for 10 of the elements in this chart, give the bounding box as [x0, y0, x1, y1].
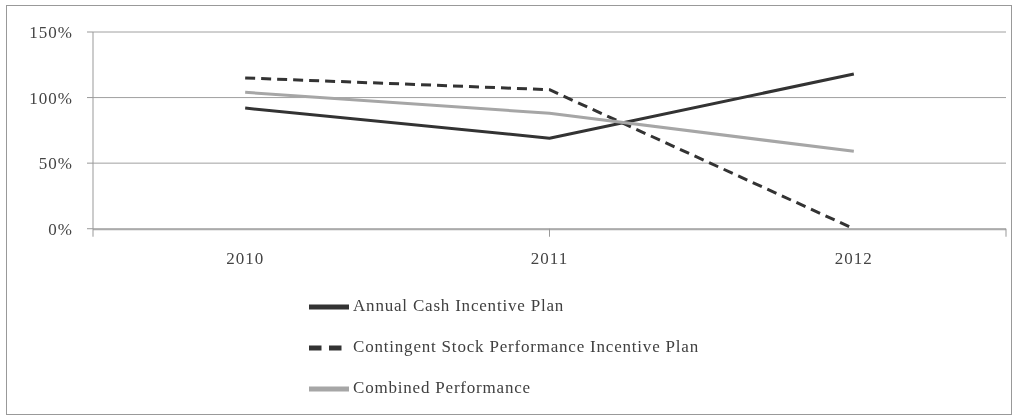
x-tick-label: 2011: [530, 248, 569, 268]
legend-label: Contingent Stock Performance Incentive Plan: [353, 336, 699, 356]
legend-label: Combined Performance: [353, 377, 531, 397]
y-tick-label: 50%: [38, 154, 73, 174]
x-tick-label: 2012: [834, 248, 873, 268]
y-tick-label: 0%: [48, 219, 73, 239]
legend-label: Annual Cash Incentive Plan: [353, 295, 565, 315]
y-tick-label: 100%: [29, 88, 73, 108]
x-tick-label: 2010: [226, 248, 265, 268]
y-tick-label: 150%: [29, 23, 73, 43]
